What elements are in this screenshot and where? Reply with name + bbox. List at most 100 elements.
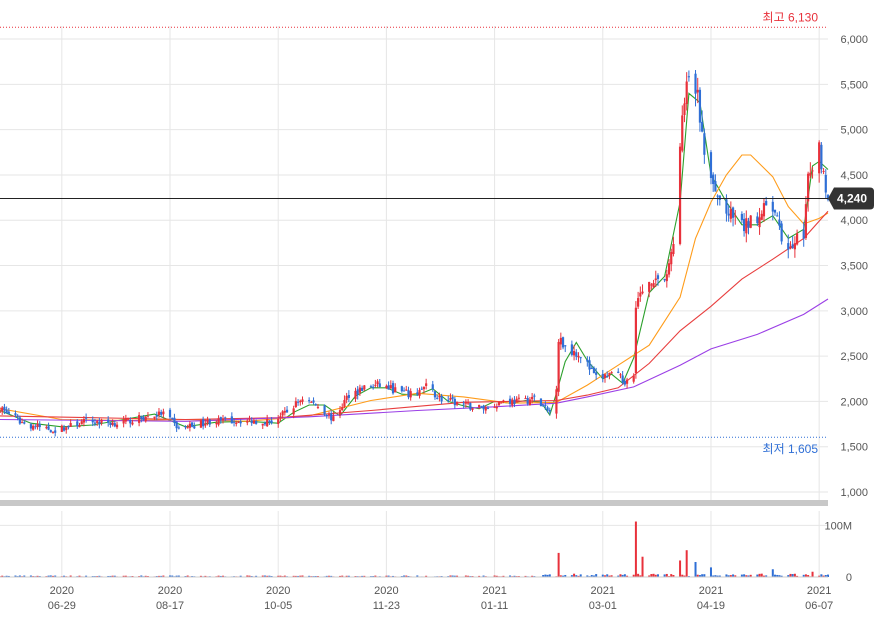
candle-body [263, 422, 267, 425]
candle-body [555, 389, 558, 414]
volume-bar [266, 575, 269, 577]
candle-body [266, 419, 269, 427]
volume-bar [650, 574, 653, 577]
volume-bar [339, 575, 342, 577]
candle-body [356, 389, 359, 395]
candle-body [385, 385, 388, 389]
candle-body [62, 427, 66, 431]
candle-body [277, 418, 280, 425]
volume-bar [299, 575, 302, 577]
candle-body [49, 430, 52, 433]
candle-body [387, 385, 390, 390]
date-tick-year: 2020 [374, 585, 398, 597]
volume-bar [698, 575, 701, 577]
candle-body [1, 407, 4, 412]
candle-body [683, 103, 686, 116]
candle-body [47, 426, 50, 430]
candle-body [389, 385, 392, 389]
volume-bar [749, 574, 752, 577]
volume-bar [467, 575, 470, 577]
volume-bar [23, 575, 26, 577]
candle-body [394, 387, 397, 393]
candle-body [793, 243, 796, 250]
volume-bar [546, 574, 549, 577]
candle-body [632, 375, 635, 382]
volume-bar [347, 575, 350, 577]
candle-body [820, 144, 823, 170]
candle-body [54, 430, 57, 433]
volume-bar [804, 574, 807, 577]
candle-body [709, 152, 713, 179]
candle-body [570, 344, 573, 355]
volume-bar [513, 575, 516, 577]
candle-body [619, 374, 622, 376]
volume-bar [665, 573, 668, 577]
candle-body [354, 390, 357, 400]
volume-bar [78, 575, 81, 577]
volume-bar [85, 575, 88, 577]
candle-body [184, 426, 187, 428]
volume-bar [301, 575, 304, 577]
high-label: 최고 6,130 [763, 10, 819, 24]
candle-body [811, 170, 814, 172]
candle-body [255, 421, 258, 424]
volume-bar [648, 575, 651, 577]
volume-bar [621, 574, 624, 577]
candle-body [312, 400, 315, 403]
volume-axis: 0 100M [824, 520, 852, 584]
volume-bar [696, 574, 699, 577]
candle-body [431, 384, 434, 390]
candle-body [740, 213, 743, 221]
candle-body [67, 425, 70, 428]
candle-body [400, 386, 403, 392]
candle-body [731, 207, 735, 218]
candle-body [369, 386, 373, 388]
candle-body [345, 395, 348, 400]
candle-body [376, 381, 379, 385]
pane-separator [0, 500, 828, 506]
candle-body [727, 213, 730, 216]
candle-body [824, 174, 827, 193]
volume-bar [544, 574, 547, 577]
volume-bar [771, 569, 774, 577]
candle-body [294, 401, 297, 407]
candle-body [219, 417, 222, 420]
volume-bar [49, 575, 52, 577]
candle-body [577, 355, 580, 358]
candle-body [436, 397, 439, 399]
volume-bar [157, 575, 160, 577]
date-tick-year: 2020 [50, 585, 74, 597]
volume-bar [778, 575, 781, 577]
candle-body [696, 89, 699, 93]
volume-bar [36, 575, 39, 577]
volume-bar [670, 574, 673, 577]
volume-bar [111, 575, 114, 577]
price-tick-label: 1,500 [840, 442, 868, 454]
candle-body [807, 173, 810, 202]
candle-body [343, 399, 346, 407]
ma-line-5 [0, 92, 829, 428]
volume-bar [716, 575, 719, 577]
volume-bar [425, 575, 428, 577]
candle-body [323, 405, 326, 415]
candle-body [391, 383, 395, 394]
candle-body [802, 229, 805, 239]
volume-bar [29, 575, 32, 577]
price-tick-label: 3,000 [840, 306, 868, 318]
date-tick-year: 2020 [158, 585, 182, 597]
low-label: 최저 1,605 [763, 442, 819, 456]
candle-body [480, 406, 483, 408]
volume-bar [652, 573, 655, 577]
candle-body [155, 415, 158, 417]
candle-body [224, 417, 227, 419]
date-tick-label: 04-19 [697, 600, 725, 612]
candle-body [438, 396, 441, 398]
candle-body [65, 427, 68, 431]
volume-tick-label: 0 [846, 572, 852, 584]
volume-bar [255, 575, 258, 577]
candle-body [232, 421, 236, 423]
candlesticks [0, 70, 830, 437]
candle-body [374, 384, 377, 386]
volume-bar [464, 575, 467, 577]
candle-body [656, 275, 660, 279]
